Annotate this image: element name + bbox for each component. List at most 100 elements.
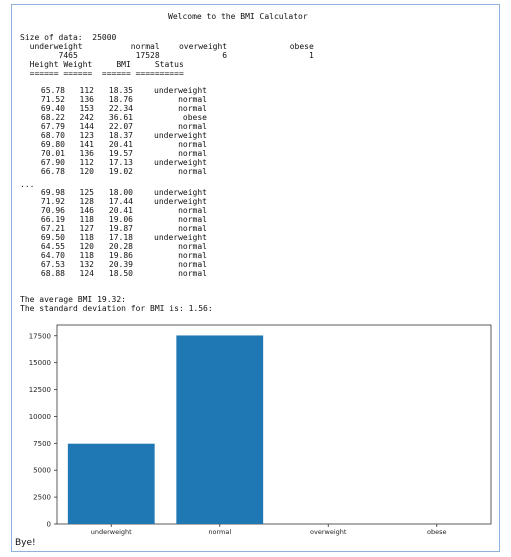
status-cell: normal bbox=[178, 167, 207, 176]
status-cell: normal bbox=[178, 269, 207, 278]
bmi-cell: 18.76 bbox=[108, 95, 133, 104]
weight-cell: 127 bbox=[79, 224, 94, 233]
bmi-cell: 36.61 bbox=[108, 113, 133, 122]
table-header: Height Weight BMI Status bbox=[20, 60, 184, 69]
y-tick-label: 2500 bbox=[33, 494, 51, 502]
stddev-line: The standard deviation for BMI is: 1.56: bbox=[20, 304, 213, 313]
table-row: 67.90 112 17.13 underweight bbox=[20, 158, 240, 167]
weight-cell: 125 bbox=[79, 188, 94, 197]
bmi-cell: 22.07 bbox=[108, 122, 133, 131]
bmi-cell: 19.02 bbox=[108, 167, 133, 176]
table-row: 64.55 120 20.28 normal bbox=[20, 242, 240, 251]
height-cell: 69.98 bbox=[40, 188, 65, 197]
bmi-cell: 20.39 bbox=[108, 260, 133, 269]
height-cell: 71.52 bbox=[40, 95, 65, 104]
weight-cell: 120 bbox=[79, 167, 94, 176]
y-tick-label: 15000 bbox=[29, 359, 51, 367]
bmi-cell: 17.18 bbox=[108, 233, 133, 242]
status-cell: normal bbox=[178, 215, 207, 224]
weight-cell: 136 bbox=[79, 95, 94, 104]
height-cell: 67.79 bbox=[40, 122, 65, 131]
status-cell: normal bbox=[178, 251, 207, 260]
x-tick-label: overweight bbox=[310, 528, 347, 536]
table-row: 68.88 124 18.50 normal bbox=[20, 269, 240, 278]
status-cell: underweight bbox=[154, 86, 207, 95]
weight-cell: 112 bbox=[79, 158, 94, 167]
height-cell: 70.01 bbox=[40, 149, 65, 158]
status-cell: normal bbox=[178, 122, 207, 131]
status-cell: underweight bbox=[154, 197, 207, 206]
bmi-cell: 19.87 bbox=[108, 224, 133, 233]
table-row: 68.22 242 36.61 obese bbox=[20, 113, 240, 122]
table-row: 69.40 153 22.34 normal bbox=[20, 104, 240, 113]
status-cell: underweight bbox=[154, 233, 207, 242]
bmi-cell: 18.00 bbox=[108, 188, 133, 197]
height-cell: 64.70 bbox=[40, 251, 65, 260]
weight-cell: 144 bbox=[79, 122, 94, 131]
bmi-cell: 19.06 bbox=[108, 215, 133, 224]
weight-cell: 118 bbox=[79, 251, 94, 260]
weight-cell: 141 bbox=[79, 140, 94, 149]
status-cell: normal bbox=[178, 224, 207, 233]
weight-cell: 120 bbox=[79, 242, 94, 251]
status-cell: normal bbox=[178, 242, 207, 251]
status-cell: normal bbox=[178, 140, 207, 149]
weight-cell: 242 bbox=[79, 113, 94, 122]
ellipsis: ... bbox=[20, 180, 35, 189]
size-line: Size of data: 25000 bbox=[20, 33, 117, 42]
table-row: 64.70 118 19.86 normal bbox=[20, 251, 240, 260]
bmi-cell: 20.28 bbox=[108, 242, 133, 251]
bar-normal bbox=[176, 335, 264, 524]
status-cell: normal bbox=[178, 104, 207, 113]
y-tick-label: 12500 bbox=[29, 386, 51, 394]
average-line: The average BMI 19.32: bbox=[20, 295, 126, 304]
height-cell: 69.80 bbox=[40, 140, 65, 149]
bmi-cell: 18.35 bbox=[108, 86, 133, 95]
y-tick-label: 10000 bbox=[29, 413, 51, 421]
table-row: 67.53 132 20.39 normal bbox=[20, 260, 240, 269]
table-row: 69.80 141 20.41 normal bbox=[20, 140, 240, 149]
weight-cell: 124 bbox=[79, 269, 94, 278]
table-rule: ====== ====== ====== ========== bbox=[20, 69, 184, 78]
status-cell: normal bbox=[178, 149, 207, 158]
status-cell: normal bbox=[178, 260, 207, 269]
table-row: 65.78 112 18.35 underweight bbox=[20, 86, 240, 95]
height-cell: 69.40 bbox=[40, 104, 65, 113]
table-row: 70.01 136 19.57 normal bbox=[20, 149, 240, 158]
bmi-cell: 19.86 bbox=[108, 251, 133, 260]
plot-area bbox=[56, 324, 492, 525]
weight-cell: 112 bbox=[79, 86, 94, 95]
table-row: 66.19 118 19.06 normal bbox=[20, 215, 240, 224]
weight-cell: 136 bbox=[79, 149, 94, 158]
table-row: 70.96 146 20.41 normal bbox=[20, 206, 240, 215]
height-cell: 64.55 bbox=[40, 242, 65, 251]
x-tick-label: normal bbox=[208, 528, 231, 536]
height-cell: 67.53 bbox=[40, 260, 65, 269]
height-cell: 68.22 bbox=[40, 113, 65, 122]
status-cell: normal bbox=[178, 206, 207, 215]
weight-cell: 118 bbox=[79, 233, 94, 242]
y-tick-label: 5000 bbox=[33, 467, 51, 475]
bmi-cell: 18.37 bbox=[108, 131, 133, 140]
table-row: 67.21 127 19.87 normal bbox=[20, 224, 240, 233]
table-row: 68.70 123 18.37 underweight bbox=[20, 131, 240, 140]
x-tick-label: underweight bbox=[91, 528, 132, 536]
status-cell: underweight bbox=[154, 188, 207, 197]
table-row: 71.52 136 18.76 normal bbox=[20, 95, 240, 104]
bar-underweight bbox=[67, 443, 155, 524]
bmi-cell: 22.34 bbox=[108, 104, 133, 113]
status-cell: underweight bbox=[154, 158, 207, 167]
height-cell: 68.88 bbox=[40, 269, 65, 278]
weight-cell: 132 bbox=[79, 260, 94, 269]
weight-cell: 128 bbox=[79, 197, 94, 206]
y-tick-label: 7500 bbox=[33, 440, 51, 448]
weight-cell: 146 bbox=[79, 206, 94, 215]
x-tick-label: obese bbox=[427, 528, 447, 536]
status-cell: obese bbox=[182, 113, 207, 122]
y-tick-label: 17500 bbox=[29, 332, 51, 340]
height-cell: 71.92 bbox=[40, 197, 65, 206]
bmi-cell: 17.44 bbox=[108, 197, 133, 206]
height-cell: 67.21 bbox=[40, 224, 65, 233]
category-counts: 7465 17528 6 1 bbox=[20, 51, 314, 60]
